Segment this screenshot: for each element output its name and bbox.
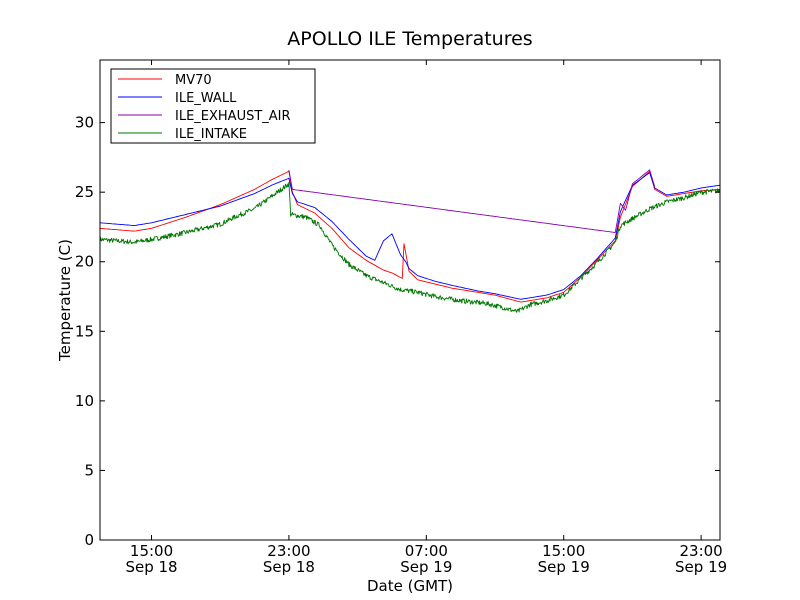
y-axis-label: Temperature (C)	[56, 239, 74, 362]
x-axis-label: Date (GMT)	[367, 577, 453, 595]
series-line-ile-exhaust-air	[288, 169, 656, 233]
x-tick-label-date: Sep 18	[125, 558, 177, 576]
legend-label: ILE_EXHAUST_AIR	[175, 109, 291, 124]
y-tick-label: 20	[75, 253, 94, 271]
legend: MV70 ILE_WALL ILE_EXHAUST_AIR ILE_INTAKE	[110, 68, 316, 144]
series-line-mv70	[99, 170, 721, 303]
y-tick-label: 15	[75, 322, 94, 340]
x-tick-label-date: Sep 19	[675, 558, 727, 576]
plot-series	[99, 169, 721, 313]
y-tick-label: 0	[84, 531, 94, 549]
y-axis: 0 5 10 15 20 25 30	[75, 114, 720, 549]
x-tick-label-date: Sep 18	[263, 558, 315, 576]
x-tick-label-time: 07:00	[405, 542, 448, 560]
y-tick-label: 5	[84, 461, 94, 479]
x-tick-label-time: 15:00	[542, 542, 585, 560]
legend-box	[110, 68, 316, 144]
y-tick-label: 30	[75, 114, 94, 132]
x-tick-label-date: Sep 19	[538, 558, 590, 576]
series-line-ile-wall	[99, 172, 721, 300]
y-tick-label: 25	[75, 183, 94, 201]
x-tick-label-time: 15:00	[130, 542, 173, 560]
x-tick-label-date: Sep 19	[400, 558, 452, 576]
legend-label: ILE_INTAKE	[175, 127, 247, 142]
legend-label: ILE_WALL	[175, 91, 237, 106]
chart-title: APOLLO ILE Temperatures	[287, 28, 532, 50]
plot-frame	[99, 59, 721, 541]
y-tick-label: 10	[75, 392, 94, 410]
x-tick-label-time: 23:00	[267, 542, 310, 560]
x-tick-label-time: 23:00	[679, 542, 722, 560]
legend-label: MV70	[175, 73, 212, 88]
series-line-ile-intake	[99, 181, 721, 313]
